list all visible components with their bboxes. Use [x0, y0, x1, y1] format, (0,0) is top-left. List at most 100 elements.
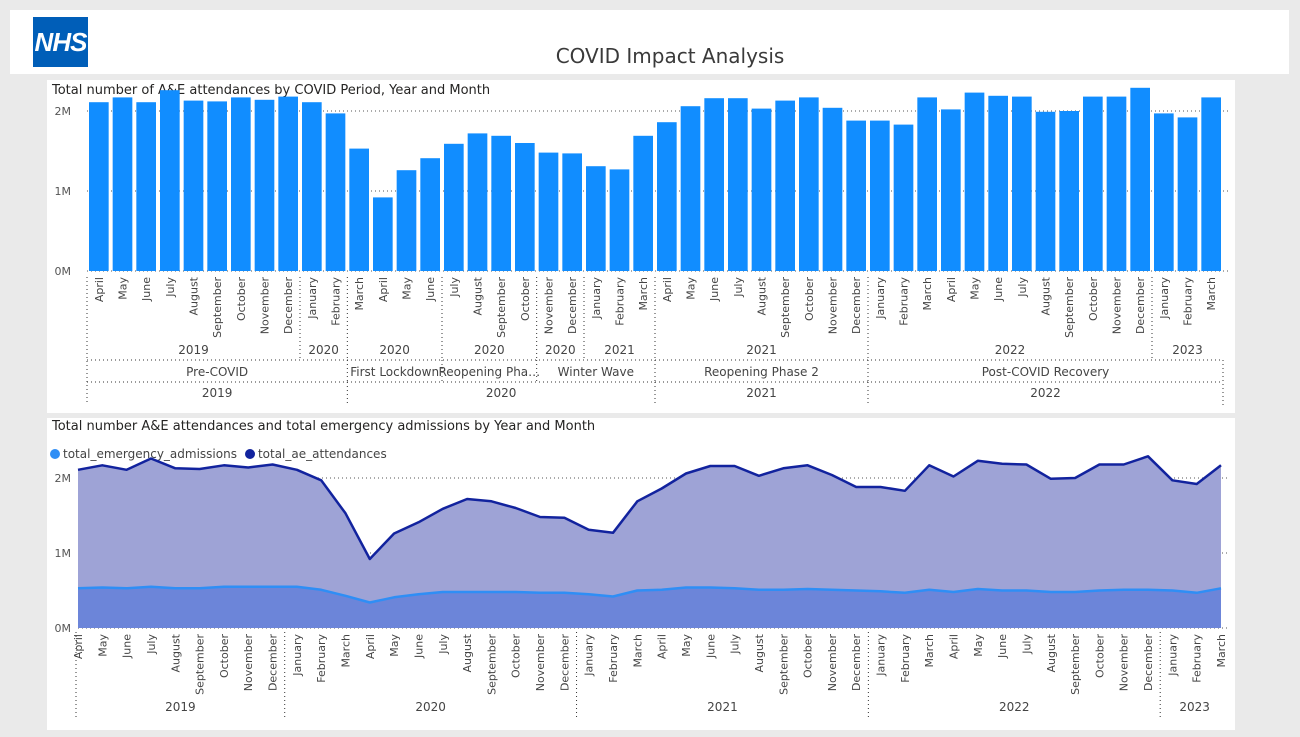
chart1-month-label: March	[921, 277, 934, 311]
chart2-month-label: September	[777, 634, 790, 695]
chart2-month-label: January	[291, 634, 304, 677]
chart1-month-label: May	[117, 277, 130, 300]
chart1-ytick-label: 2M	[55, 105, 72, 118]
chart1-month-label: July	[448, 277, 461, 298]
legend-item-admissions[interactable]: total_emergency_admissions	[50, 447, 237, 461]
chart1-year-label: 2020	[379, 343, 410, 357]
chart1-period-label: Winter Wave	[558, 365, 634, 379]
chart1-month-label: May	[401, 277, 414, 300]
chart1-month-label: November	[827, 277, 840, 335]
admissions-area	[78, 586, 1221, 628]
chart2-month-label: July	[1020, 634, 1033, 655]
chart2-month-label: July	[729, 634, 742, 655]
chart2-ytick-label: 0M	[55, 622, 72, 635]
chart1-month-label: June	[708, 277, 721, 302]
chart2-month-label: November	[242, 634, 255, 692]
chart1-bar	[562, 153, 582, 271]
chart1-month-label: April	[93, 277, 106, 302]
chart2-month-label: June	[121, 634, 134, 659]
chart1-bar	[680, 106, 701, 271]
chart1-bar	[183, 100, 204, 271]
chart1-bar	[538, 152, 559, 271]
chart1-year-label: 2022	[995, 343, 1026, 357]
chart1-month-label: January	[874, 277, 887, 320]
chart2-month-label: September	[485, 634, 498, 695]
chart1-bar	[1154, 113, 1174, 272]
nhs-logo: NHS	[33, 17, 88, 67]
chart1-month-label: January	[590, 277, 603, 320]
chart1-period-label: Reopening Pha…	[438, 365, 540, 379]
chart2-month-label: November	[826, 634, 839, 692]
chart1-bar	[846, 120, 866, 271]
chart1-month-label: May	[969, 277, 982, 300]
chart1-month-label: February	[1182, 277, 1195, 326]
chart1-month-label: August	[756, 276, 769, 315]
chart2-month-label: May	[972, 634, 985, 657]
chart2-month-label: October	[1093, 634, 1106, 678]
attendances-area	[78, 456, 1221, 628]
chart2-month-label: June	[704, 634, 717, 659]
chart1-bar	[325, 113, 346, 272]
chart2-month-label: May	[96, 634, 109, 657]
chart1-month-label: June	[992, 277, 1005, 302]
chart1-month-label: October	[519, 277, 532, 321]
chart2-month-label: November	[534, 634, 547, 692]
chart1-month-label: November	[543, 277, 556, 335]
chart2-title: Total number A&E attendances and total e…	[52, 419, 596, 434]
chart1-bar	[1106, 96, 1127, 271]
chart1-bar	[799, 97, 819, 272]
chart1-bar	[728, 98, 748, 271]
chart1-month-label: December	[566, 277, 579, 335]
chart1-bar	[1201, 97, 1221, 272]
chart2-month-label: October	[802, 634, 815, 678]
chart1-bar	[704, 98, 724, 271]
chart2-month-label: February	[899, 634, 912, 683]
chart2-ytick-label: 2M	[55, 472, 72, 485]
legend-dot-icon	[50, 449, 60, 459]
chart1-month-label: August	[188, 276, 201, 315]
chart1-bar	[1035, 111, 1056, 271]
chart2-month-label: August	[1045, 633, 1058, 672]
chart1-month-label: January	[1158, 277, 1171, 320]
chart1-month-label: April	[661, 277, 674, 302]
chart2-month-label: July	[145, 634, 158, 655]
chart2-month-label: February	[607, 634, 620, 683]
chart1-month-label: April	[945, 277, 958, 302]
chart1-month-label: December	[282, 277, 295, 335]
chart2-month-label: August	[169, 633, 182, 672]
chart2-year-label: 2020	[415, 700, 446, 714]
chart1-bar	[491, 135, 511, 271]
chart1-month-label: February	[898, 277, 911, 326]
chart1-month-label: July	[164, 277, 177, 298]
chart1-month-label: November	[259, 277, 272, 335]
legend-label: total_emergency_admissions	[63, 447, 237, 461]
chart1-month-label: September	[211, 277, 224, 338]
chart1-bar	[467, 133, 488, 271]
chart1-bar	[609, 169, 630, 271]
chart1-bar	[633, 135, 653, 271]
chart1-bar	[657, 122, 677, 271]
chart2-month-label: September	[194, 634, 207, 695]
chart2-month-label: August	[461, 633, 474, 672]
chart1-bar	[112, 97, 133, 272]
chart1-year-label: 2021	[604, 343, 635, 357]
chart2-month-label: March	[923, 634, 936, 668]
chart1-bar	[349, 148, 369, 271]
chart1-bar	[373, 197, 393, 271]
chart2-month-label: September	[1069, 634, 1082, 695]
chart1-bar	[586, 166, 606, 271]
legend-item-attendances[interactable]: total_ae_attendances	[244, 447, 387, 461]
chart1-bar	[822, 107, 843, 271]
chart2-month-label: May	[680, 634, 693, 657]
chart2-month-label: January	[875, 634, 888, 677]
chart1-month-label: January	[306, 277, 319, 320]
chart1-bar	[917, 97, 937, 272]
chart2-month-label: December	[850, 634, 863, 692]
chart2-month-label: June	[412, 634, 425, 659]
chart1-year-label: 2020	[308, 343, 339, 357]
chart1-month-label: May	[685, 277, 698, 300]
chart1-bar	[775, 100, 795, 271]
chart1-bar	[988, 95, 1008, 271]
chart2-month-label: July	[437, 634, 450, 655]
